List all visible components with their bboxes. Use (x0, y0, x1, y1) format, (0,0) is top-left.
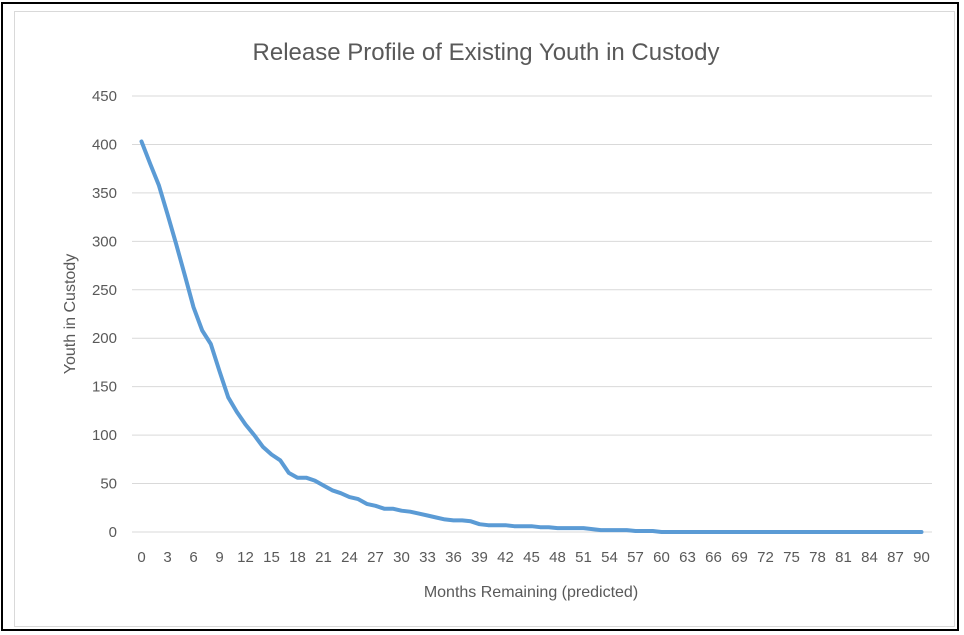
series-layer (139, 139, 924, 534)
y-tick-label: 400 (92, 136, 117, 153)
x-tick-label: 66 (705, 549, 722, 566)
y-tick-label: 100 (92, 427, 117, 444)
x-tick-label: 90 (913, 549, 930, 566)
y-tick-label: 150 (92, 379, 117, 396)
x-tick-label: 36 (445, 549, 462, 566)
y-axis-ticks: 0 50 100 150 200 250 300 350 400 450 (92, 88, 117, 541)
x-tick-label: 39 (471, 549, 488, 566)
y-tick-label: 50 (100, 476, 117, 493)
gridlines (132, 95, 932, 533)
y-tick-label: 250 (92, 282, 117, 299)
x-axis-title: Months Remaining (predicted) (424, 584, 638, 601)
x-tick-label: 84 (861, 549, 878, 566)
y-tick-label: 350 (92, 185, 117, 202)
x-tick-label: 3 (163, 549, 171, 566)
x-tick-label: 75 (783, 549, 800, 566)
x-axis-ticks: 0 3 6 9 12 15 18 21 24 27 30 33 36 39 42 45 48 51 54 57 60 63… (137, 549, 930, 566)
x-tick-label: 21 (315, 549, 332, 566)
series-line (139, 139, 924, 534)
x-tick-label: 12 (237, 549, 254, 566)
x-tick-label: 9 (215, 549, 223, 566)
x-tick-label: 0 (137, 549, 145, 566)
x-tick-label: 45 (523, 549, 540, 566)
y-tick-label: 0 (109, 524, 117, 541)
y-tick-label: 450 (92, 88, 117, 105)
chart-title: Release Profile of Existing Youth in Cus… (253, 39, 720, 66)
y-axis-title: Youth in Custody (62, 254, 79, 374)
x-tick-label: 57 (627, 549, 644, 566)
x-tick-label: 27 (367, 549, 384, 566)
x-tick-label: 51 (575, 549, 592, 566)
x-tick-label: 48 (549, 549, 566, 566)
x-tick-label: 87 (887, 549, 904, 566)
x-tick-label: 18 (289, 549, 306, 566)
x-tick-label: 33 (419, 549, 436, 566)
x-tick-label: 63 (679, 549, 696, 566)
x-tick-label: 30 (393, 549, 410, 566)
y-tick-label: 300 (92, 233, 117, 250)
x-tick-label: 42 (497, 549, 514, 566)
y-tick-label: 200 (92, 330, 117, 347)
x-tick-label: 54 (601, 549, 618, 566)
x-tick-label: 69 (731, 549, 748, 566)
x-tick-label: 72 (757, 549, 774, 566)
x-tick-label: 6 (189, 549, 197, 566)
x-tick-label: 60 (653, 549, 670, 566)
x-tick-label: 81 (835, 549, 852, 566)
x-tick-label: 15 (263, 549, 280, 566)
x-tick-label: 78 (809, 549, 826, 566)
x-tick-label: 24 (341, 549, 358, 566)
